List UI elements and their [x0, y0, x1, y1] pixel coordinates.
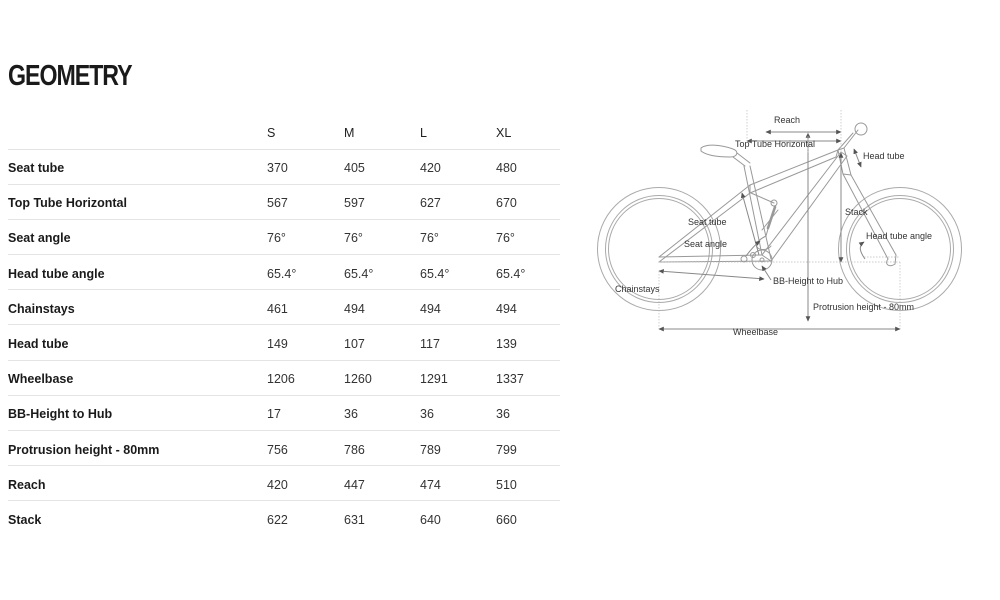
svg-text:Stack: Stack	[845, 207, 868, 217]
svg-text:Protrusion height - 80mm: Protrusion height - 80mm	[813, 302, 914, 312]
svg-text:Seat angle: Seat angle	[684, 239, 727, 249]
svg-text:Reach: Reach	[774, 115, 800, 125]
svg-text:BB-Height to Hub: BB-Height to Hub	[773, 276, 843, 286]
svg-text:Head tube: Head tube	[863, 151, 905, 161]
svg-text:Top Tube Horizontal: Top Tube Horizontal	[735, 139, 815, 149]
svg-text:Chainstays: Chainstays	[615, 284, 660, 294]
svg-text:Head tube angle: Head tube angle	[866, 231, 932, 241]
svg-text:Seat tube: Seat tube	[688, 217, 727, 227]
svg-text:Wheelbase: Wheelbase	[733, 327, 778, 337]
